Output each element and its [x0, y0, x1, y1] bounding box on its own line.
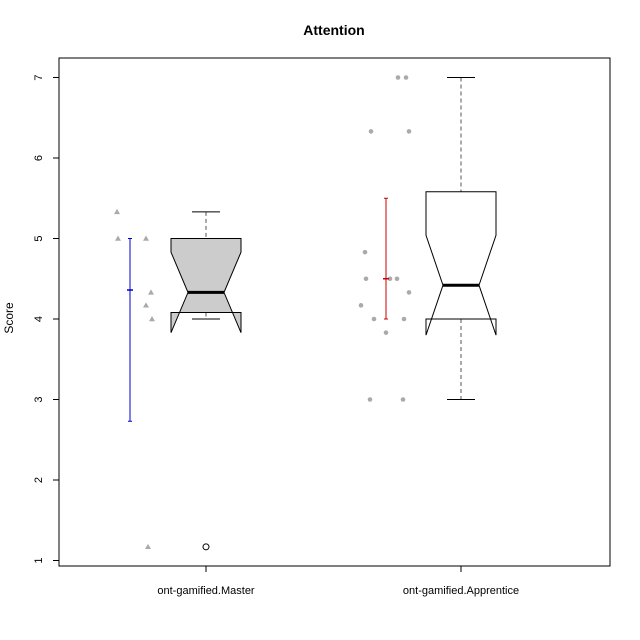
- outlier-point: [202, 543, 210, 551]
- y-tick-label: 2: [33, 477, 45, 483]
- x-tick-label: ont-gamified.Apprentice: [403, 585, 519, 597]
- y-tick-label: 1: [33, 557, 45, 563]
- data-point: [115, 235, 121, 241]
- y-tick-label: 4: [33, 316, 45, 322]
- y-tick-label: 3: [33, 396, 45, 402]
- y-tick-label: 6: [33, 155, 45, 161]
- y-tick-label: 5: [33, 235, 45, 241]
- data-point: [394, 276, 400, 282]
- data-point: [383, 330, 389, 335]
- data-point: [145, 543, 151, 550]
- data-point: [395, 75, 401, 80]
- box-group: [114, 208, 242, 551]
- data-point: [387, 276, 393, 282]
- chart-title: Attention: [303, 22, 364, 38]
- x-axis: ont-gamified.Master ont-gamified.Apprenti…: [157, 566, 519, 597]
- data-point: [406, 290, 412, 295]
- data-point: [368, 129, 374, 134]
- data-point: [400, 397, 406, 402]
- data-point: [406, 129, 412, 134]
- box-groups: [114, 75, 497, 551]
- data-point: [149, 316, 155, 322]
- data-point: [358, 303, 364, 308]
- box-group: [358, 75, 497, 402]
- data-point: [401, 316, 407, 322]
- data-point: [403, 75, 409, 80]
- notched-box: [170, 238, 242, 333]
- notched-box: [425, 191, 497, 336]
- data-point: [114, 208, 120, 215]
- data-point: [143, 235, 149, 241]
- y-axis: 1 2 3 4 5 6 7: [33, 74, 60, 564]
- data-point: [143, 302, 149, 308]
- y-axis-label: Score: [2, 302, 16, 334]
- y-tick-label: 7: [33, 74, 45, 80]
- x-tick-label: ont-gamified.Master: [157, 585, 255, 597]
- data-point: [148, 289, 154, 295]
- data-point: [362, 249, 368, 255]
- data-point: [363, 276, 369, 282]
- data-point: [367, 397, 373, 402]
- data-point: [371, 316, 377, 322]
